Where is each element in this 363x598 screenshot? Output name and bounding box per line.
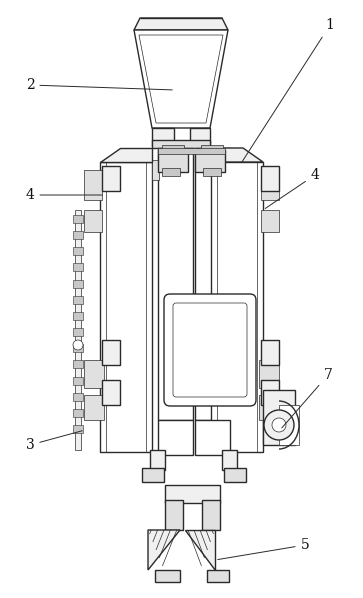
Polygon shape [73,312,83,320]
Polygon shape [73,296,83,304]
Polygon shape [73,344,83,352]
Polygon shape [259,360,279,388]
Polygon shape [165,485,220,503]
Polygon shape [261,340,279,365]
Polygon shape [155,570,180,582]
Polygon shape [261,170,279,200]
Polygon shape [207,570,229,582]
Polygon shape [152,128,174,146]
Polygon shape [134,30,228,128]
Polygon shape [162,145,184,153]
Polygon shape [102,340,120,365]
Polygon shape [195,148,230,420]
Polygon shape [73,361,83,368]
Polygon shape [73,328,83,336]
Polygon shape [158,148,225,154]
Polygon shape [73,280,83,288]
Text: 2: 2 [26,78,172,92]
Text: 4: 4 [25,188,102,202]
Polygon shape [84,170,102,200]
Polygon shape [152,140,210,148]
Polygon shape [142,468,164,482]
Text: 3: 3 [26,431,82,452]
Text: 1: 1 [241,18,334,163]
Polygon shape [261,380,279,405]
Polygon shape [202,500,220,530]
Polygon shape [148,530,180,570]
Polygon shape [201,145,223,153]
Polygon shape [211,148,263,162]
FancyBboxPatch shape [164,294,256,406]
Polygon shape [134,18,228,30]
Polygon shape [152,160,159,180]
Polygon shape [261,166,279,191]
Polygon shape [224,468,246,482]
Polygon shape [84,360,104,388]
Text: 4: 4 [265,168,319,209]
Polygon shape [73,215,83,223]
Polygon shape [73,425,83,433]
Polygon shape [203,168,221,176]
Polygon shape [279,405,299,445]
Polygon shape [165,500,183,530]
Polygon shape [102,380,120,405]
Polygon shape [73,248,83,255]
Polygon shape [73,231,83,239]
Text: 7: 7 [282,368,333,428]
Circle shape [73,340,83,350]
Circle shape [272,418,286,432]
Polygon shape [190,128,210,146]
Polygon shape [158,420,193,455]
Circle shape [264,410,294,440]
Polygon shape [73,393,83,401]
Text: 5: 5 [218,538,309,560]
Polygon shape [261,210,279,232]
Polygon shape [73,377,83,385]
Polygon shape [84,210,102,232]
Polygon shape [222,450,237,470]
Polygon shape [158,148,193,420]
Polygon shape [259,395,279,420]
Polygon shape [100,162,152,452]
Polygon shape [75,210,81,450]
Polygon shape [195,150,225,172]
Polygon shape [211,162,263,452]
Polygon shape [150,450,165,470]
Polygon shape [195,420,230,455]
Polygon shape [102,166,120,191]
Polygon shape [263,390,295,445]
Polygon shape [162,168,180,176]
Polygon shape [84,395,104,420]
Polygon shape [73,409,83,417]
Polygon shape [73,264,83,271]
Polygon shape [185,530,215,570]
Polygon shape [158,150,188,172]
Polygon shape [100,148,152,162]
